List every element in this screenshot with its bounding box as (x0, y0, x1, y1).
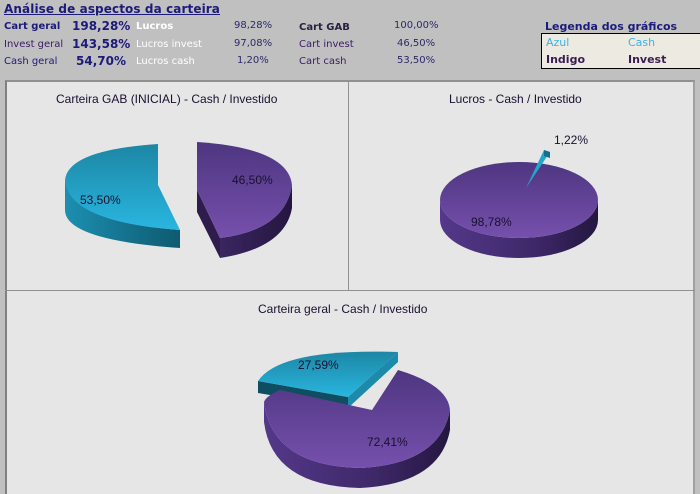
page-title: Análise de aspectos da carteira (4, 2, 221, 16)
legend-box: Azul Cash Indigo Invest (541, 33, 700, 69)
pie-chart-geral (258, 351, 450, 488)
stat-label-lucros-cash: Lucros cash (136, 56, 195, 67)
stat-value-cart-geral: 198,28% (72, 19, 131, 33)
stat-label-cart-cash: Cart cash (299, 56, 347, 67)
legend-meaning-invest: Invest (628, 53, 667, 66)
pie-chart-lucros (440, 150, 598, 258)
stat-value-lucros: 98,28% (234, 20, 273, 31)
stat-value-invest-geral: 143,58% (72, 37, 131, 51)
stat-value-cash-geral: 54,70% (76, 54, 126, 68)
stat-value-lucros-invest: 97,08% (234, 38, 273, 49)
legend-color-cash: Azul (546, 36, 570, 49)
chart-title-gab: Carteira GAB (INICIAL) - Cash / Investid… (56, 92, 278, 106)
legend-title: Legenda dos gráficos (545, 20, 678, 33)
stat-value-cart-gab: 100,00% (394, 20, 439, 31)
stat-label-invest-geral: Invest geral (4, 39, 64, 50)
stat-label-cart-geral: Cart geral (4, 21, 61, 32)
pie-label-geral-cash: 27,59% (298, 358, 339, 372)
chart-title-lucros: Lucros - Cash / Investido (449, 92, 582, 106)
stat-label-cart-invest: Cart invest (299, 39, 354, 50)
stat-label-lucros: Lucros (136, 21, 174, 32)
stat-value-cart-cash: 53,50% (397, 55, 436, 66)
stat-label-cart-gab: Cart GAB (299, 22, 350, 33)
legend-meaning-cash: Cash (628, 36, 656, 49)
pie-chart-gab (65, 142, 292, 258)
panel-divider-vertical (348, 80, 349, 290)
chart-title-geral: Carteira geral - Cash / Investido (258, 302, 428, 316)
pie-label-gab-invest: 46,50% (232, 173, 273, 187)
pie-label-gab-cash: 53,50% (80, 193, 121, 207)
pie-label-geral-invest: 72,41% (367, 435, 408, 449)
pie-label-lucros-cash: 1,22% (554, 133, 589, 147)
stat-value-cart-invest: 46,50% (397, 38, 436, 49)
stat-label-cash-geral: Cash geral (4, 56, 58, 67)
pie-label-lucros-invest: 98,78% (471, 215, 512, 229)
stat-label-lucros-invest: Lucros invest (136, 39, 202, 50)
panel-divider-horizontal (5, 290, 695, 291)
left-bar (0, 75, 5, 494)
legend-color-invest: Indigo (546, 53, 585, 66)
stat-value-lucros-cash: 1,20% (237, 55, 269, 66)
